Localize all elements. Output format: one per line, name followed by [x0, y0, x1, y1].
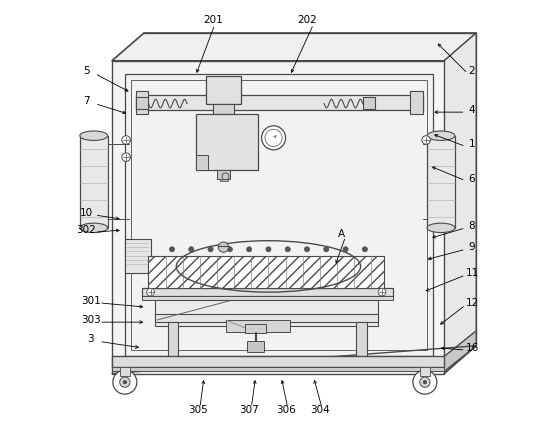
Bar — [196, 114, 258, 170]
Bar — [245, 324, 266, 333]
Text: 305: 305 — [188, 405, 208, 415]
Text: 8: 8 — [469, 221, 475, 231]
Circle shape — [227, 247, 233, 252]
Bar — [220, 178, 228, 181]
Bar — [120, 367, 130, 376]
Bar — [225, 320, 290, 332]
Ellipse shape — [80, 131, 107, 141]
Text: 10: 10 — [80, 208, 93, 218]
Circle shape — [422, 136, 430, 144]
Circle shape — [189, 247, 194, 252]
Bar — [125, 239, 151, 273]
Bar — [112, 367, 444, 372]
Circle shape — [147, 288, 155, 296]
Circle shape — [122, 136, 130, 144]
Text: 5: 5 — [83, 66, 90, 77]
Text: 2: 2 — [469, 66, 475, 77]
Circle shape — [413, 370, 437, 394]
Text: 4: 4 — [469, 105, 475, 115]
Bar — [136, 95, 423, 110]
Bar — [112, 61, 444, 374]
Circle shape — [285, 247, 290, 252]
Bar — [356, 322, 367, 365]
Text: 302: 302 — [76, 225, 96, 235]
Text: 12: 12 — [465, 298, 479, 308]
Bar — [363, 97, 375, 109]
Bar — [427, 136, 455, 228]
Circle shape — [420, 377, 430, 387]
Ellipse shape — [427, 131, 455, 141]
Circle shape — [343, 247, 348, 252]
Bar — [148, 256, 384, 288]
Bar — [213, 104, 234, 114]
Circle shape — [261, 126, 285, 150]
Ellipse shape — [80, 223, 107, 233]
Polygon shape — [112, 33, 476, 61]
Text: 301: 301 — [81, 296, 100, 306]
Bar — [410, 91, 423, 114]
Polygon shape — [444, 331, 476, 372]
Bar — [168, 322, 178, 365]
Bar — [247, 341, 264, 352]
Text: 202: 202 — [297, 15, 317, 25]
Text: 1: 1 — [469, 139, 475, 149]
Circle shape — [218, 242, 229, 252]
Text: 306: 306 — [276, 405, 295, 415]
Bar — [206, 76, 240, 104]
Bar — [80, 136, 107, 228]
Bar — [142, 288, 393, 295]
Circle shape — [113, 370, 137, 394]
Text: 16: 16 — [465, 343, 479, 353]
Bar — [196, 155, 208, 170]
Text: 3: 3 — [87, 334, 94, 344]
Text: 307: 307 — [239, 405, 259, 415]
Ellipse shape — [427, 223, 455, 233]
Circle shape — [170, 247, 175, 252]
Text: 201: 201 — [203, 15, 223, 25]
Text: 303: 303 — [81, 315, 100, 325]
Bar — [420, 367, 430, 376]
Circle shape — [305, 247, 310, 252]
Circle shape — [222, 173, 229, 180]
Circle shape — [265, 129, 282, 147]
Text: 11: 11 — [465, 268, 479, 278]
Circle shape — [123, 381, 126, 384]
Bar — [155, 313, 378, 322]
Bar — [217, 170, 230, 178]
Bar — [155, 300, 378, 326]
Bar — [131, 80, 427, 350]
Circle shape — [423, 381, 427, 384]
Bar — [136, 97, 147, 109]
Circle shape — [208, 247, 213, 252]
Text: 6: 6 — [469, 174, 475, 184]
Polygon shape — [444, 33, 476, 374]
Circle shape — [122, 153, 130, 161]
Bar — [125, 74, 433, 356]
Text: A: A — [338, 229, 345, 239]
Text: 304: 304 — [310, 405, 330, 415]
Circle shape — [362, 247, 367, 252]
Bar — [142, 295, 393, 300]
Text: 9: 9 — [469, 242, 475, 252]
Circle shape — [324, 247, 329, 252]
Bar — [136, 91, 148, 114]
Circle shape — [120, 377, 130, 387]
Circle shape — [378, 288, 386, 296]
Bar — [112, 356, 444, 367]
Circle shape — [266, 247, 271, 252]
Text: 7: 7 — [83, 96, 90, 106]
Circle shape — [247, 247, 252, 252]
